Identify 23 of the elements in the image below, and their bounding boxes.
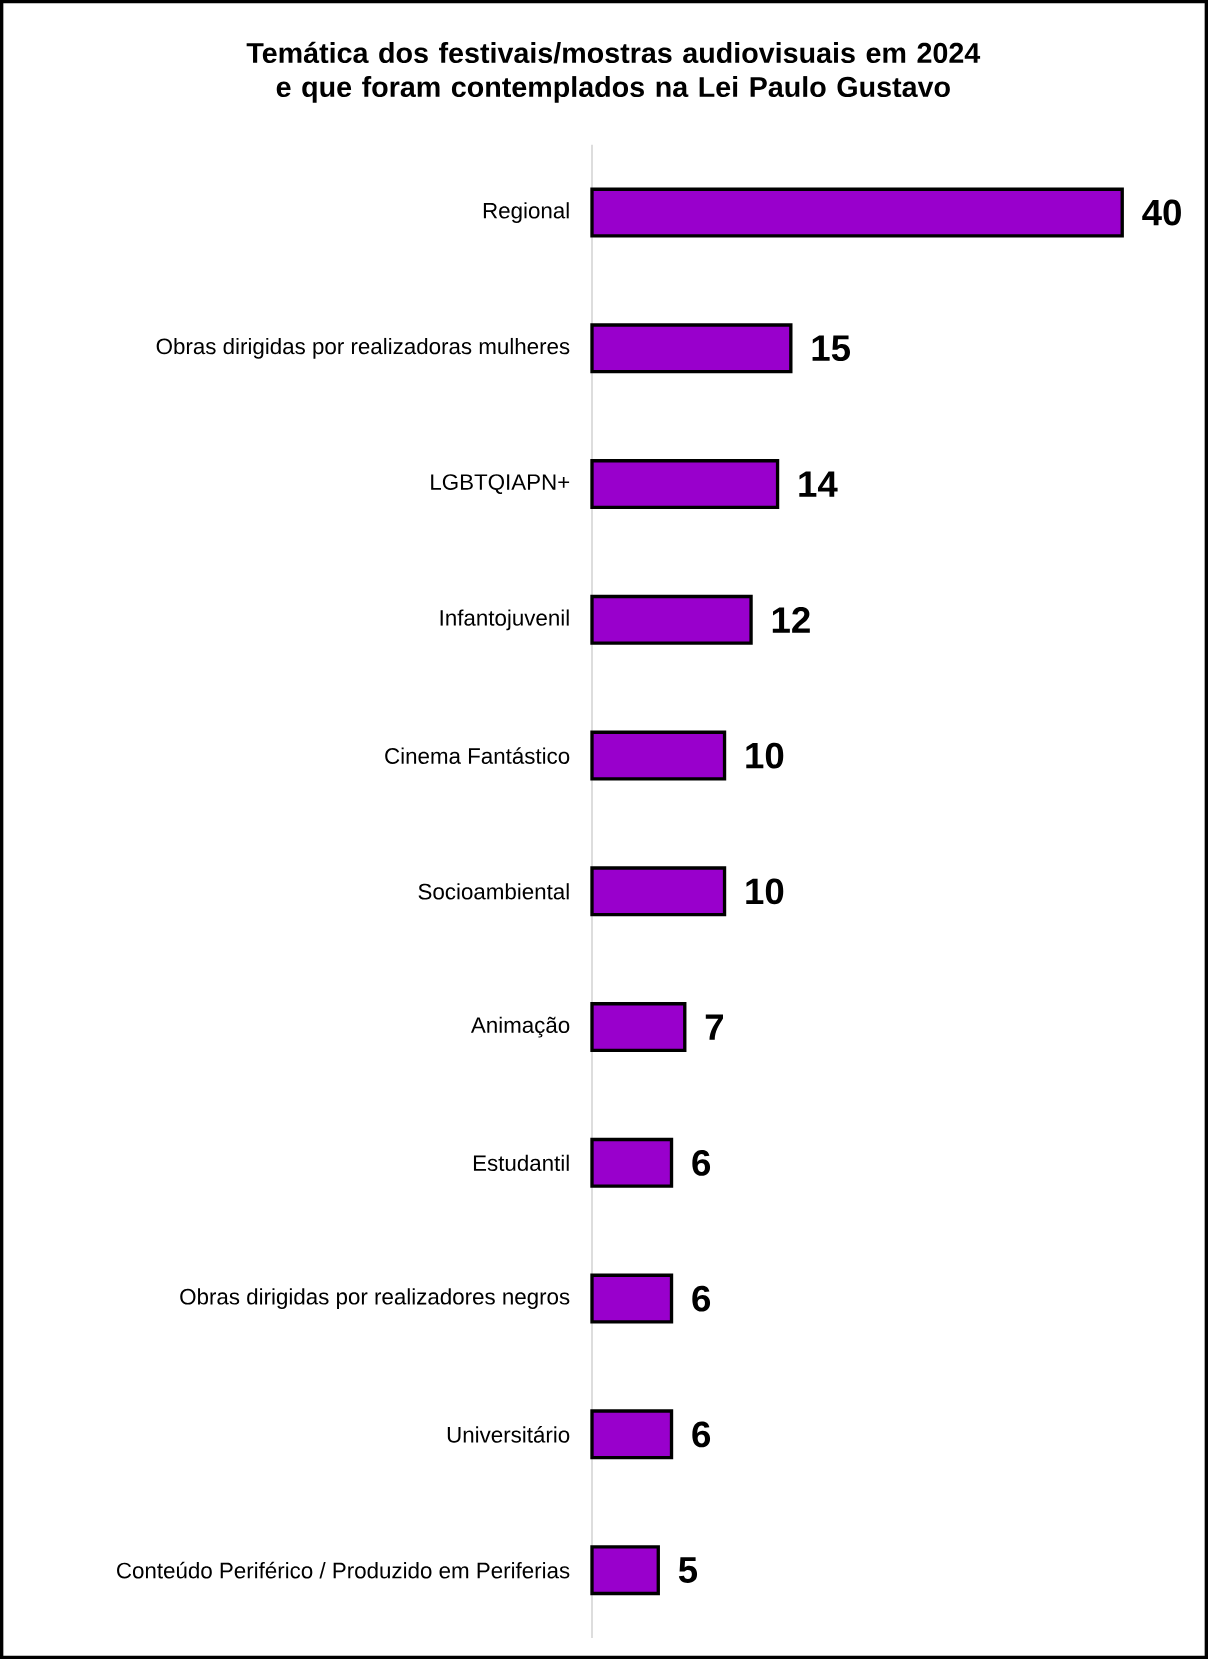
y-tick-label: Animação: [470, 1016, 570, 1038]
y-tick-label: Regional: [483, 202, 569, 223]
data-label: 12: [772, 607, 810, 633]
y-tick-label: Conteúdo Periférico / Produzido em Periferias: [117, 1561, 570, 1579]
chart-title: Temática dos festivais/mostras audiovisuais em 2024 e que foram contemplados na Lei Paulo Gustavo: [246, 41, 981, 103]
data-label: 6: [692, 1149, 711, 1176]
y-tick-label: Universitário: [447, 1426, 570, 1443]
data-label: 10: [746, 878, 784, 905]
data-label: 5: [678, 1557, 698, 1583]
data-label: 6: [692, 1421, 711, 1448]
y-tick-label: LGBTQIAPN+: [431, 474, 570, 494]
data-label: 15: [812, 335, 850, 362]
y-tick-label: Obras dirigidas por realizadoras mulheres: [156, 337, 570, 359]
y-tick-label: Infantojuvenil: [440, 609, 569, 631]
data-label: 14: [799, 471, 838, 497]
y-tick-label: Estudantil: [473, 1154, 569, 1172]
y-tick-label: Cinema Fantástico: [385, 747, 570, 764]
y-tick-label: Obras dirigidas por realizadores negros: [180, 1288, 570, 1310]
y-tick-label: Socioambiental: [418, 883, 569, 900]
data-label: 6: [692, 1285, 711, 1312]
data-label: 40: [1142, 199, 1181, 226]
data-label: 10: [746, 742, 784, 769]
data-label: 7: [705, 1014, 723, 1040]
